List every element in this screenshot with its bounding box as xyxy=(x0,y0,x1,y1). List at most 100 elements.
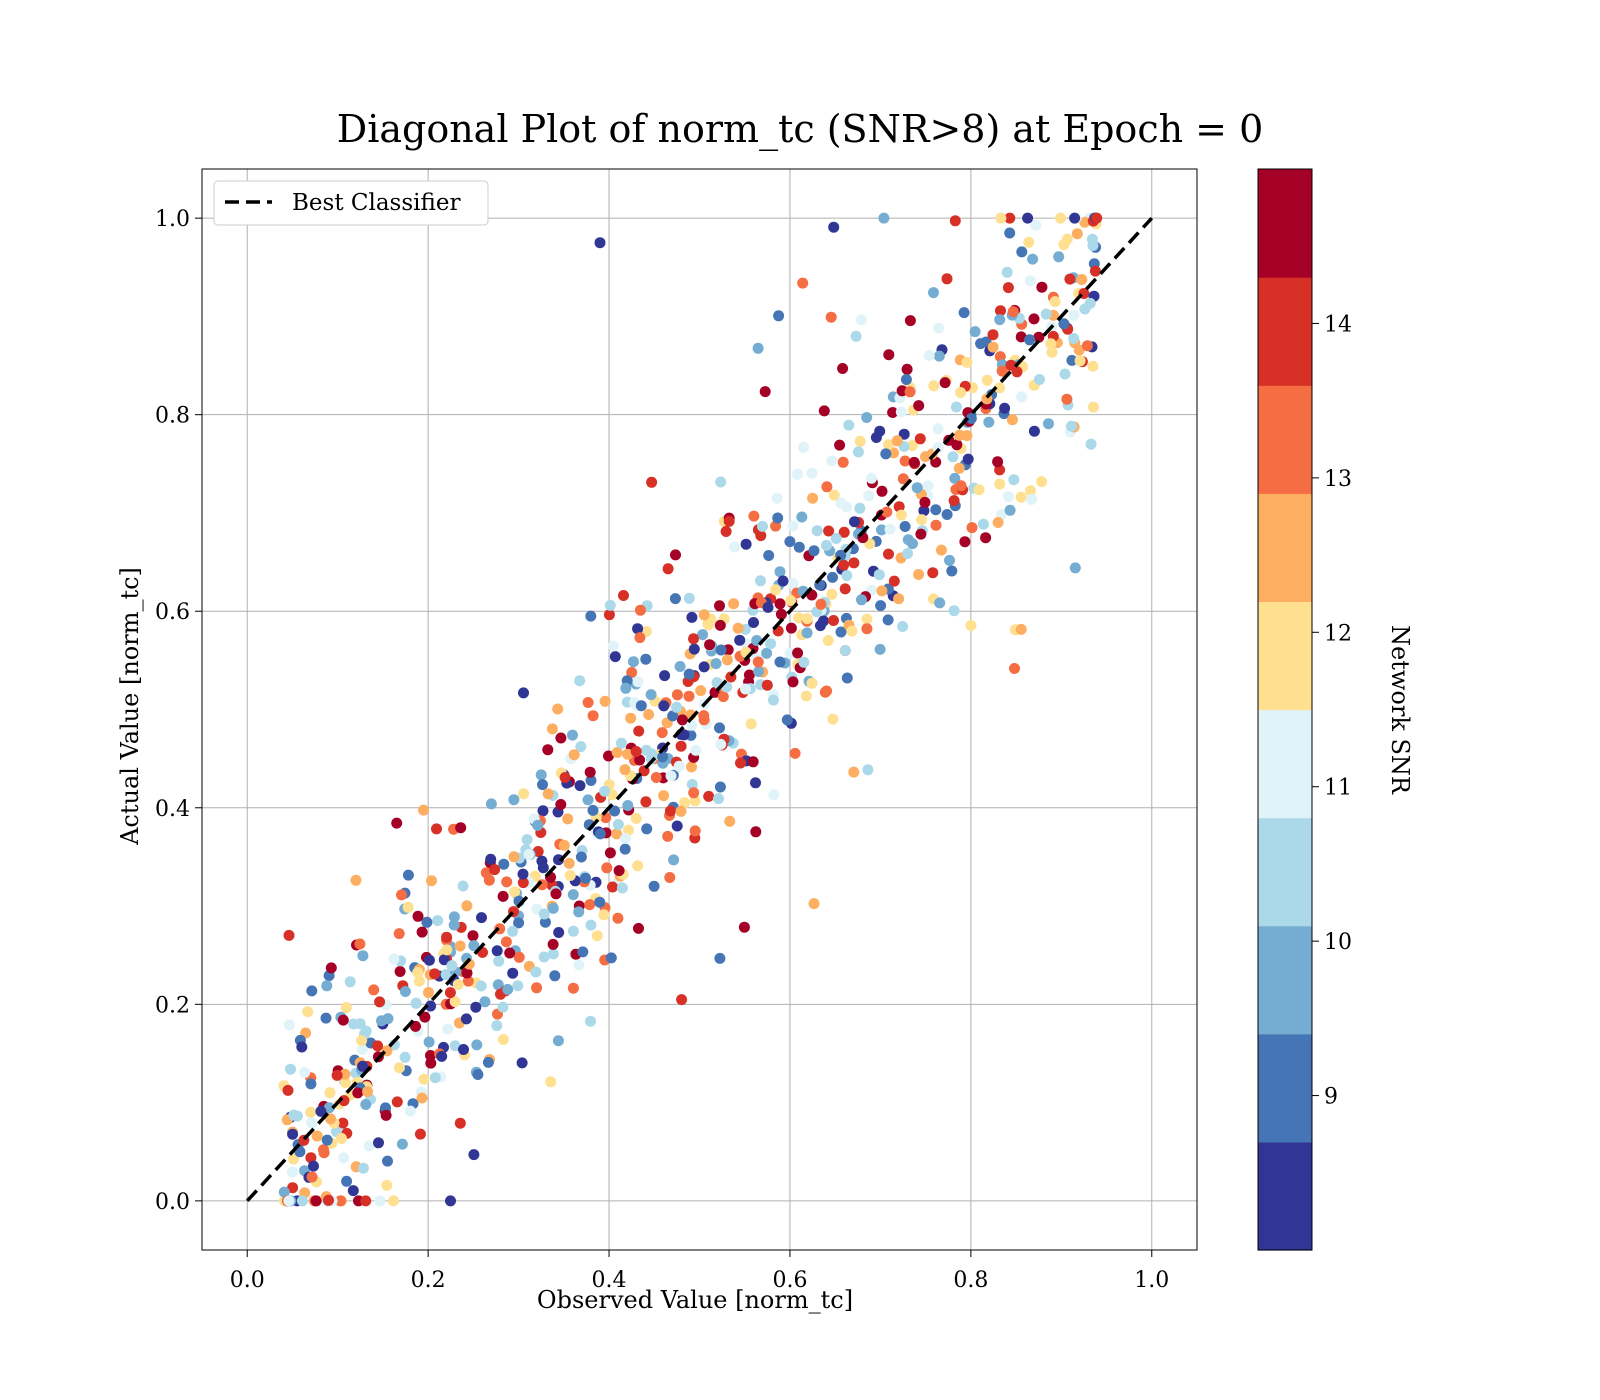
scatter-point xyxy=(491,945,503,957)
scatter-point xyxy=(553,854,564,866)
scatter-point xyxy=(1036,281,1048,293)
scatter-point xyxy=(461,900,473,912)
scatter-point xyxy=(821,539,832,551)
colorbar-tick-label: 9 xyxy=(1324,1085,1338,1110)
scatter-point xyxy=(1023,236,1035,248)
scatter-point xyxy=(483,874,495,886)
scatter-point xyxy=(944,554,955,566)
colorbar-tick-label: 10 xyxy=(1324,930,1352,955)
scatter-point xyxy=(884,523,896,535)
scatter-point xyxy=(418,1073,430,1085)
scatter-point xyxy=(895,509,907,521)
scatter-point xyxy=(678,729,690,741)
scatter-point xyxy=(458,1044,469,1055)
scatter-point xyxy=(468,1149,480,1161)
scatter-point xyxy=(793,612,805,624)
scatter-point xyxy=(278,1186,290,1198)
colorbar-band xyxy=(1258,1033,1312,1143)
scatter-point xyxy=(862,764,874,776)
scatter-point xyxy=(880,448,892,460)
scatter-point xyxy=(1009,663,1020,674)
scatter-point xyxy=(893,593,905,605)
scatter-point xyxy=(288,1153,299,1165)
scatter-point xyxy=(577,946,589,958)
scatter-point xyxy=(613,865,625,877)
scatter-point xyxy=(425,1050,436,1061)
scatter-point xyxy=(934,597,946,609)
scatter-point xyxy=(923,350,935,361)
scatter-point xyxy=(288,1109,300,1121)
scatter-point xyxy=(941,273,953,285)
scatter-point xyxy=(1066,354,1078,366)
scatter-point xyxy=(325,1113,336,1125)
scatter-point xyxy=(1016,246,1028,258)
scatter-point xyxy=(625,712,637,724)
scatter-point xyxy=(740,538,752,550)
scatter-point xyxy=(901,363,913,375)
x-axis-label: Observed Value [norm_tc] xyxy=(537,1286,853,1314)
scatter-point xyxy=(980,532,992,544)
x-tick-label: 0.0 xyxy=(230,1268,265,1293)
scatter-point xyxy=(549,970,561,982)
scatter-point xyxy=(468,940,480,952)
scatter-point xyxy=(567,729,578,741)
scatter-point xyxy=(823,525,835,537)
scatter-point xyxy=(748,617,759,628)
scatter-point xyxy=(987,341,999,353)
scatter-point xyxy=(828,221,840,233)
scatter-point xyxy=(714,600,725,612)
scatter-point xyxy=(585,610,597,622)
scatter-point xyxy=(966,522,978,534)
scatter-point xyxy=(604,847,616,859)
scatter-point xyxy=(452,979,464,990)
scatter-point xyxy=(908,456,920,468)
scatter-point xyxy=(1058,239,1070,251)
scatter-point xyxy=(861,412,873,423)
scatter-point xyxy=(761,679,773,691)
scatter-point xyxy=(920,451,931,463)
scatter-point xyxy=(777,575,789,587)
legend: Best Classifier xyxy=(213,180,489,226)
scatter-point xyxy=(673,760,685,772)
scatter-point xyxy=(475,980,487,992)
scatter-point xyxy=(334,1195,346,1207)
scatter-point xyxy=(507,925,519,937)
scatter-point xyxy=(874,643,886,655)
scatter-point xyxy=(898,428,910,440)
scatter-point xyxy=(755,575,766,587)
scatter-point xyxy=(674,661,686,672)
scatter-point xyxy=(715,476,727,488)
scatter-point xyxy=(594,237,606,249)
scatter-point xyxy=(789,747,801,759)
scatter-point xyxy=(1053,251,1065,263)
scatter-point xyxy=(1024,334,1036,346)
scatter-point xyxy=(502,983,514,995)
x-tick-label: 0.6 xyxy=(772,1268,807,1293)
scatter-point xyxy=(994,314,1006,326)
scatter-point xyxy=(1046,346,1058,358)
scatter-point xyxy=(523,849,535,860)
scatter-point xyxy=(807,492,819,504)
scatter-point xyxy=(994,382,1006,394)
scatter-point xyxy=(1061,393,1073,405)
scatter-point xyxy=(622,800,634,811)
scatter-point xyxy=(695,685,707,697)
scatter-point xyxy=(419,1011,431,1023)
scatter-point xyxy=(555,732,567,744)
scatter-point xyxy=(616,882,628,894)
scatter-point xyxy=(686,611,698,623)
scatter-point xyxy=(861,623,873,635)
scatter-point xyxy=(374,996,386,1008)
scatter-point xyxy=(763,550,775,561)
scatter-point xyxy=(412,910,424,922)
scatter-point xyxy=(321,980,333,992)
scatter-point xyxy=(618,590,629,601)
y-tick-label: 0.6 xyxy=(155,600,190,625)
scatter-point xyxy=(683,690,695,702)
scatter-point xyxy=(605,952,617,964)
colorbar-tick-label: 12 xyxy=(1324,621,1352,646)
scatter-point xyxy=(919,496,931,508)
scatter-point xyxy=(752,656,764,668)
scatter-point xyxy=(619,764,631,776)
scatter-point xyxy=(429,1072,441,1084)
